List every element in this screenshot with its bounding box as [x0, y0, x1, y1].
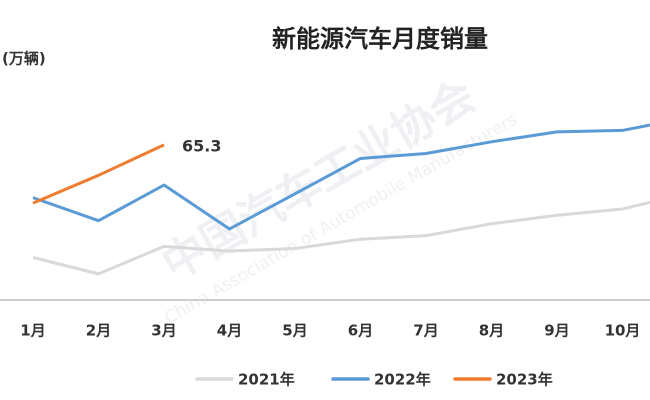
- series-line: [32, 123, 650, 231]
- x-tick-label: 10月: [605, 322, 641, 340]
- x-tick-label: 9月: [544, 322, 569, 340]
- series-line: [32, 143, 165, 205]
- x-tick-label: 5月: [282, 322, 307, 340]
- x-tick-label: 7月: [413, 322, 438, 340]
- watermark: 中国汽车工业协会 China Association of Automobile…: [154, 70, 521, 328]
- x-tick-label: 4月: [217, 322, 242, 340]
- x-tick-label: 3月: [151, 322, 176, 340]
- y-axis-label: (万辆): [2, 50, 46, 68]
- x-tick-label: 1月: [20, 322, 45, 340]
- x-tick-label: 2月: [86, 322, 111, 340]
- x-tick-label: 8月: [479, 322, 504, 340]
- x-tick-label: 6月: [348, 322, 373, 340]
- legend-label: 2021年: [238, 371, 295, 389]
- chart-title: 新能源汽车月度销量: [272, 25, 488, 53]
- legend-label: 2023年: [496, 371, 553, 389]
- series-line: [32, 200, 650, 276]
- data-label: 65.3: [182, 136, 221, 155]
- legend-label: 2022年: [374, 371, 431, 389]
